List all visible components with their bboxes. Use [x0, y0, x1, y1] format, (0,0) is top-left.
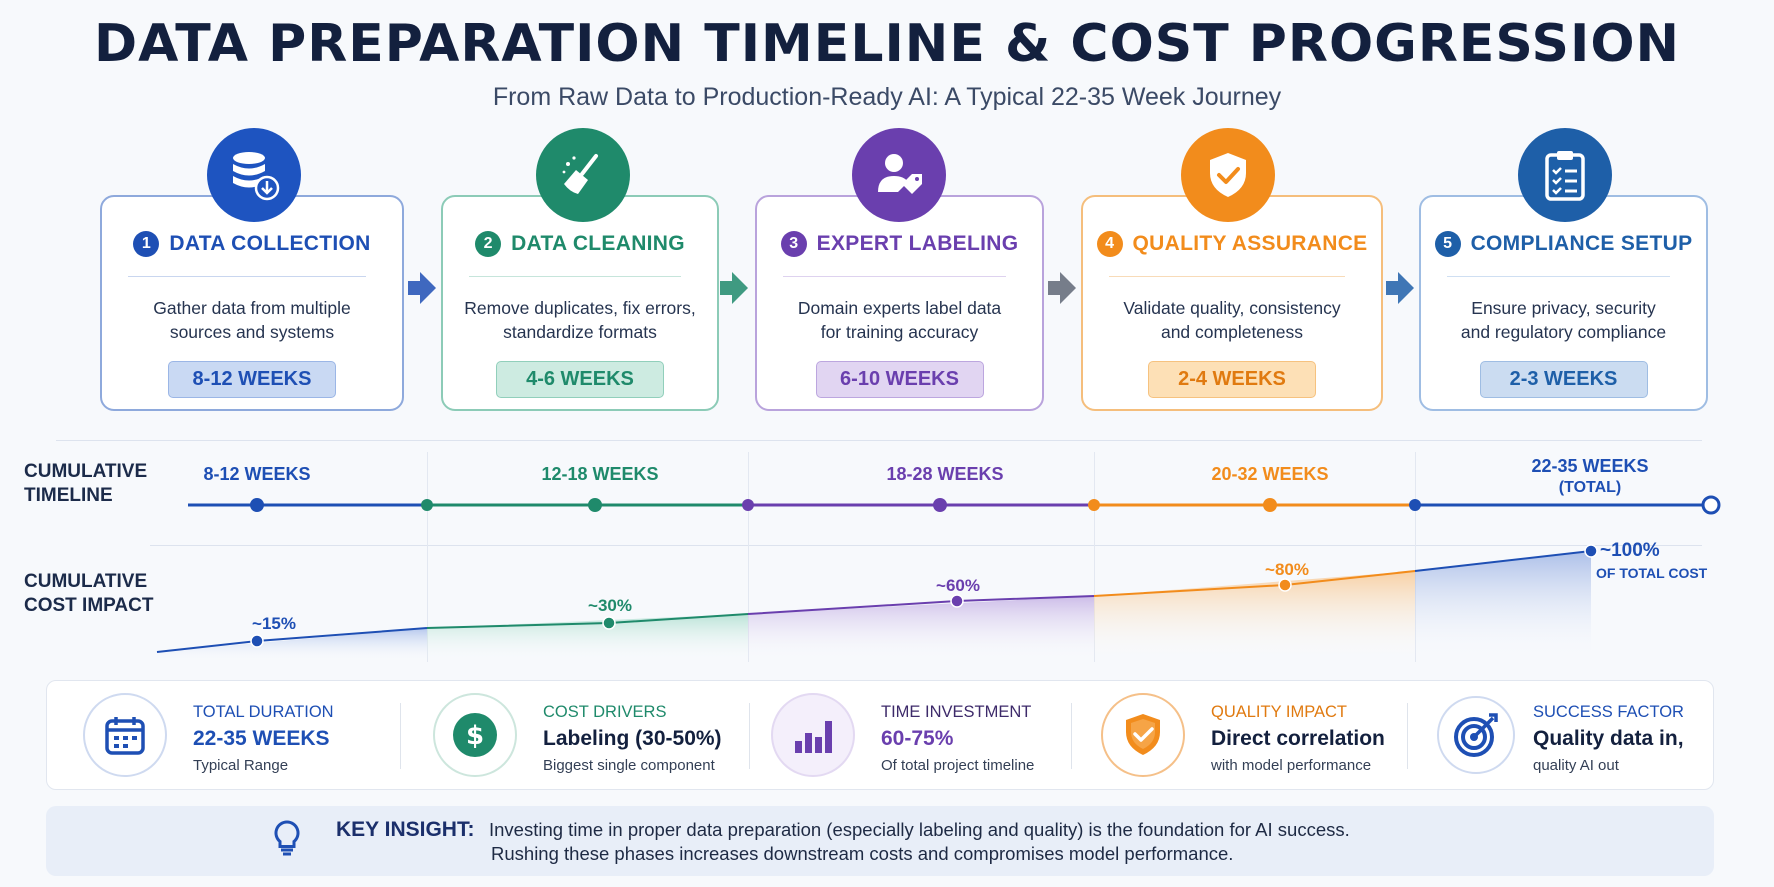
cost-point: [1584, 544, 1598, 558]
stat-subtext: Of total project timeline: [881, 757, 1035, 774]
shield-check-icon: [1181, 128, 1275, 222]
calendar-icon: [83, 693, 167, 777]
lightbulb-icon: [274, 820, 300, 856]
phase-number: 1: [133, 231, 160, 257]
arrow-right-icon: [408, 272, 436, 304]
phase-title: DATA COLLECTION: [169, 232, 371, 255]
cost-point: [1278, 578, 1292, 592]
phase-title: COMPLIANCE SETUP: [1470, 232, 1693, 255]
key-insight-label: KEY INSIGHT:: [336, 818, 475, 841]
stat-value: Labeling (30-50%): [543, 727, 722, 750]
cost-label: ~60%: [936, 576, 980, 595]
cost-label: ~100% OF TOTAL COST: [1596, 540, 1708, 581]
stat-success-factor: SUCCESS FACTOR Quality data in, quality …: [1435, 681, 1695, 791]
cumulative-cost-area: [156, 544, 1598, 662]
stat-quality-impact: QUALITY IMPACT Direct correlation with m…: [1101, 681, 1401, 791]
timeline-point: [588, 498, 602, 512]
timeline-end-marker: [1701, 495, 1721, 515]
arrow-right-icon: [1386, 272, 1414, 304]
phase-duration: 6-10 WEEKS: [815, 361, 984, 398]
phase-number: 5: [1434, 231, 1461, 257]
timeline-point: [1263, 498, 1277, 512]
stat-subtext: quality AI out: [1533, 757, 1619, 774]
stat-value: Quality data in,: [1533, 727, 1684, 750]
stat-subtext: Biggest single component: [543, 757, 715, 774]
stat-label: TOTAL DURATION: [193, 703, 334, 721]
phase-description: Remove duplicates, fix errors, standardiz…: [464, 298, 696, 342]
clipboard-checklist-icon: [1518, 128, 1612, 222]
database-download-icon: [207, 128, 301, 222]
phase-card-compliance-setup: 5 COMPLIANCE SETUP Ensure privacy, secur…: [1419, 195, 1708, 411]
stat-value: 60-75%: [881, 727, 954, 750]
stat-time-investment: TIME INVESTMENT 60-75% Of total project …: [771, 681, 1071, 791]
timeline-label: 12-18 WEEKS: [541, 464, 659, 484]
phase-description: Domain experts label data for training ac…: [797, 298, 1002, 342]
key-insight-banner: KEY INSIGHT: Investing time in proper da…: [46, 806, 1714, 876]
cost-point: [250, 634, 264, 648]
phase-title: QUALITY ASSURANCE: [1132, 232, 1368, 255]
phase-duration: 2-4 WEEKS: [1148, 361, 1316, 398]
phase-card-data-collection: 1 DATA COLLECTION Gather data from multi…: [100, 195, 404, 411]
timeline-label: 8-12 WEEKS: [203, 464, 311, 484]
phase-number: 4: [1096, 231, 1123, 257]
phase-title: EXPERT LABELING: [816, 232, 1019, 255]
timeline-label: 18-28 WEEKS: [886, 464, 1004, 484]
phase-number: 2: [475, 231, 502, 257]
cost-label: ~30%: [588, 596, 632, 615]
target-icon: [1437, 696, 1515, 774]
broom-icon: [536, 128, 630, 222]
stat-value: Direct correlation: [1211, 727, 1385, 750]
key-insight-text: Rushing these phases increases downstrea…: [491, 843, 1234, 864]
phase-description: Ensure privacy, security and regulatory c…: [1460, 298, 1667, 342]
phase-duration: 2-3 WEEKS: [1479, 361, 1648, 398]
bar-chart-icon: [771, 693, 855, 777]
shield-check-icon: [1101, 693, 1185, 777]
timeline-row-label: CUMULATIVE TIMELINE: [24, 461, 148, 506]
dollar-icon: $: [433, 693, 517, 777]
phase-card-data-cleaning: 2 DATA CLEANING Remove duplicates, fix e…: [441, 195, 719, 411]
page-title: DATA PREPARATION TIMELINE & COST PROGRES…: [93, 14, 1681, 74]
timeline-point: [250, 498, 264, 512]
cost-point: [602, 616, 616, 630]
cumulative-timeline-track: [188, 495, 1721, 515]
cost-label: ~80%: [1265, 560, 1309, 579]
phase-description: Gather data from multiple sources and sys…: [153, 298, 351, 342]
key-insight-text: Investing time in proper data preparatio…: [489, 819, 1350, 840]
phase-duration: 4-6 WEEKS: [496, 361, 664, 398]
stat-subtext: with model performance: [1211, 757, 1372, 774]
stat-subtext: Typical Range: [193, 757, 289, 774]
cost-label: ~15%: [252, 614, 296, 633]
summary-stats-panel: TOTAL DURATION 22-35 WEEKS Typical Range…: [46, 680, 1714, 790]
arrow-right-icon: [720, 272, 748, 304]
arrow-right-icon: [1048, 272, 1076, 304]
timeline-point: [933, 498, 947, 512]
stat-label: TIME INVESTMENT: [881, 703, 1032, 721]
phase-description: Validate quality, consistency and complet…: [1123, 298, 1341, 342]
cost-point: [950, 594, 964, 608]
phase-card-expert-labeling: 3 EXPERT LABELING Domain experts label d…: [755, 195, 1044, 411]
timeline-label: 20-32 WEEKS: [1211, 464, 1329, 484]
timeline-label: 22-35 WEEKS (TOTAL): [1531, 456, 1649, 496]
phase-card-quality-assurance: 4 QUALITY ASSURANCE Validate quality, co…: [1081, 195, 1383, 411]
stat-label: SUCCESS FACTOR: [1533, 703, 1684, 721]
person-tag-icon: [852, 128, 946, 222]
stat-value: 22-35 WEEKS: [193, 727, 330, 750]
stat-label: QUALITY IMPACT: [1211, 703, 1347, 721]
stat-cost-drivers: $ COST DRIVERS Labeling (30-50%) Biggest…: [433, 681, 733, 791]
cost-row-label: CUMULATIVE COST IMPACT: [24, 571, 154, 616]
stat-label: COST DRIVERS: [543, 703, 667, 721]
phase-number: 3: [780, 231, 807, 257]
svg-text:$: $: [466, 721, 484, 751]
page-subtitle: From Raw Data to Production-Ready AI: A …: [492, 83, 1282, 111]
stat-total-duration: TOTAL DURATION 22-35 WEEKS Typical Range: [83, 681, 383, 791]
phase-title: DATA CLEANING: [511, 232, 685, 255]
phase-duration: 8-12 WEEKS: [168, 361, 336, 398]
